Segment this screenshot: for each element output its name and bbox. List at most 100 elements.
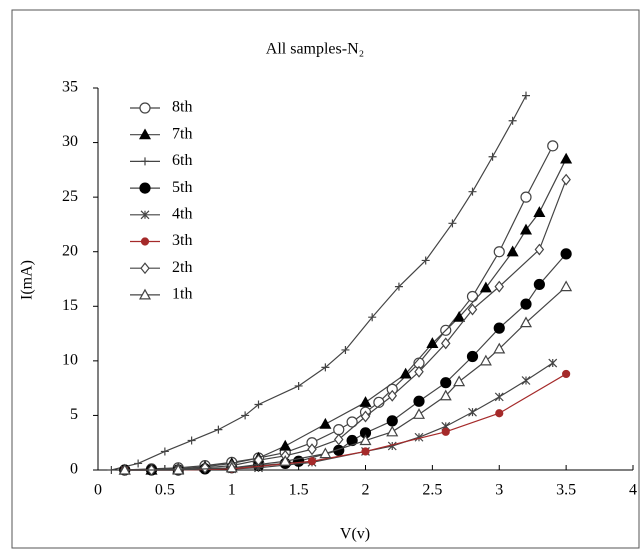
marker [466, 350, 479, 363]
legend-marker [140, 210, 150, 220]
marker [479, 281, 492, 293]
marker [413, 395, 425, 407]
legend-marker [139, 102, 151, 114]
y-tick-label: 25 [62, 188, 78, 205]
marker [494, 392, 504, 402]
legend-label: 1th [172, 286, 192, 303]
marker [560, 280, 573, 292]
legend-label: 8th [172, 99, 192, 116]
marker [440, 377, 452, 389]
marker [319, 417, 332, 429]
legend-label: 3th [172, 232, 192, 249]
marker [453, 375, 466, 387]
x-tick-label: 1.5 [289, 482, 309, 499]
marker [533, 206, 546, 218]
marker [187, 436, 196, 445]
marker [412, 408, 426, 419]
x-tick-label: 3 [495, 482, 503, 499]
x-axis-label: V(v) [340, 526, 370, 543]
y-tick-label: 35 [62, 79, 78, 96]
x-tick-label: 2.5 [422, 482, 442, 499]
marker [394, 282, 403, 291]
marker [468, 407, 477, 417]
marker [294, 381, 303, 390]
marker [387, 441, 397, 451]
marker [241, 411, 250, 420]
marker [414, 432, 424, 442]
y-tick-label: 15 [62, 297, 78, 314]
marker [360, 410, 371, 423]
y-tick-label: 5 [70, 406, 78, 423]
y-tick-label: 0 [70, 461, 78, 478]
marker [493, 322, 505, 334]
marker [467, 303, 478, 316]
legend-label: 2th [172, 259, 192, 276]
marker [333, 433, 344, 446]
x-tick-label: 0.5 [155, 482, 175, 499]
marker [399, 367, 412, 379]
marker [134, 459, 143, 468]
series-line [111, 95, 527, 471]
marker [160, 447, 169, 456]
marker [386, 425, 399, 437]
x-tick-label: 4 [629, 482, 637, 499]
marker [479, 354, 492, 366]
marker [520, 191, 532, 203]
legend-marker [139, 182, 151, 194]
marker [386, 415, 398, 427]
chart-frame [11, 9, 640, 549]
chart-title: All samples-N₂ [266, 41, 364, 58]
marker [279, 455, 292, 466]
marker [534, 243, 545, 256]
marker [214, 425, 223, 434]
marker [172, 463, 185, 475]
marker [118, 463, 131, 475]
marker [439, 389, 452, 401]
marker [506, 245, 519, 257]
x-tick-label: 1 [228, 482, 236, 499]
marker [426, 337, 439, 348]
legend-label: 6th [172, 152, 192, 169]
marker [225, 461, 238, 473]
marker [488, 152, 497, 161]
legend-marker [140, 237, 150, 246]
marker [548, 358, 558, 368]
y-tick-label: 30 [62, 133, 78, 150]
marker [200, 461, 210, 474]
marker [494, 280, 505, 293]
marker [520, 298, 532, 310]
marker [321, 363, 330, 372]
marker [441, 427, 450, 436]
marker [107, 466, 116, 474]
marker [254, 400, 263, 409]
marker [368, 313, 377, 322]
y-tick-label: 20 [62, 242, 78, 259]
marker [346, 434, 358, 447]
legend-label: 7th [172, 125, 192, 142]
marker [560, 152, 573, 164]
legend-marker [140, 262, 150, 275]
marker [493, 246, 505, 258]
legend-marker [138, 128, 152, 140]
marker [519, 223, 533, 235]
marker [495, 409, 504, 418]
x-tick-label: 0 [94, 482, 102, 499]
marker [466, 290, 479, 303]
marker [521, 376, 531, 385]
marker [341, 345, 350, 354]
x-tick-label: 3.5 [556, 482, 576, 499]
marker [493, 342, 506, 354]
y-tick-label: 10 [62, 352, 78, 369]
marker [359, 396, 372, 407]
marker [560, 248, 572, 260]
marker [421, 256, 430, 265]
marker [333, 424, 345, 436]
marker [453, 310, 466, 322]
marker [307, 443, 317, 456]
x-tick-label: 2 [362, 482, 370, 499]
marker [346, 416, 358, 428]
marker [519, 316, 533, 328]
marker [547, 140, 559, 152]
marker [440, 337, 451, 350]
